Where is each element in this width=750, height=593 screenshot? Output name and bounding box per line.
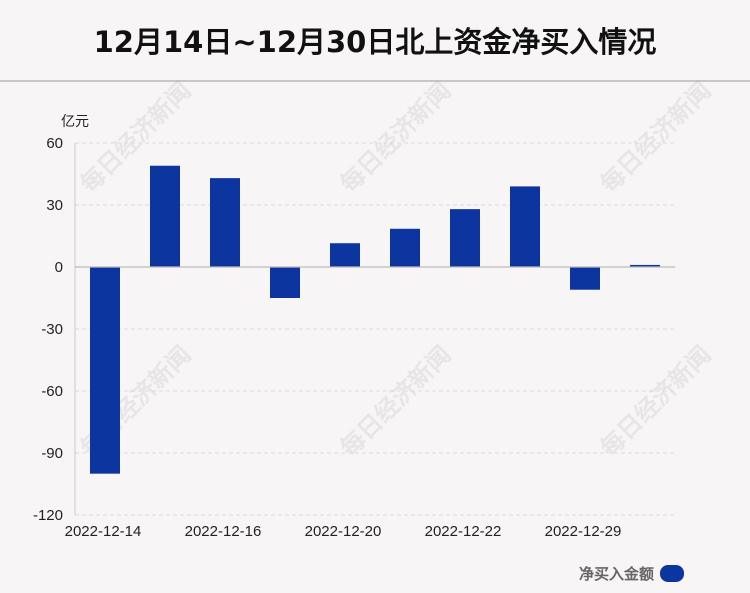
bar: [330, 243, 360, 267]
bar: [270, 267, 300, 298]
y-tick-label: -90: [41, 445, 63, 462]
y-tick-label: 60: [46, 135, 63, 152]
y-tick-label: -120: [33, 507, 63, 524]
title-divider: [0, 80, 750, 82]
x-tick-label: 2022-12-20: [305, 523, 382, 540]
x-tick-label: 2022-12-29: [545, 523, 622, 540]
bar: [210, 178, 240, 267]
x-tick-label: 2022-12-14: [65, 523, 142, 540]
x-tick-label: 2022-12-16: [185, 523, 262, 540]
legend: 净买入金额: [579, 563, 684, 584]
y-tick-label: 0: [55, 259, 63, 276]
bar: [450, 209, 480, 267]
bar: [90, 267, 120, 474]
bar: [570, 267, 600, 290]
bar: [630, 264, 660, 267]
y-tick-label: 30: [46, 197, 63, 214]
y-axis-unit-label: 亿元: [61, 114, 89, 130]
legend-swatch: [660, 565, 684, 582]
x-tick-label: 2022-12-22: [425, 523, 502, 540]
y-tick-label: -30: [41, 321, 63, 338]
bar: [390, 228, 420, 267]
bar: [510, 186, 540, 267]
bar: [150, 165, 180, 267]
legend-label: 净买入金额: [578, 565, 654, 583]
chart-title: 12月14日~12月30日北上资金净买入情况: [93, 25, 657, 59]
y-tick-label: -60: [41, 383, 63, 400]
